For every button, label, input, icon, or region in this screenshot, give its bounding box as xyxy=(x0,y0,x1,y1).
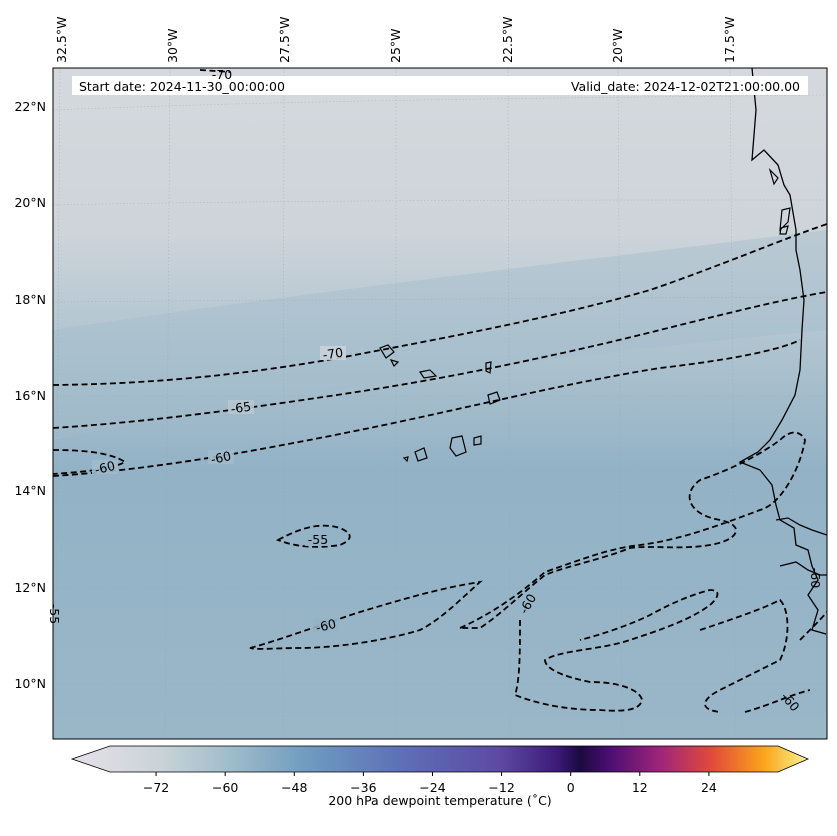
contour-60-south-f xyxy=(799,611,827,641)
africa-coastline xyxy=(738,68,827,635)
contour-label: -70 xyxy=(212,67,232,82)
contour-60-a xyxy=(53,339,801,477)
colorbar-body xyxy=(70,745,810,773)
canary-island xyxy=(779,207,791,232)
colorbar-tick-label: −12 xyxy=(488,780,514,795)
lat-label: 18°N xyxy=(14,292,46,307)
map-border xyxy=(52,67,828,740)
canary-island xyxy=(768,167,779,186)
contour-label: -60 xyxy=(209,448,232,467)
contour-label: -55 xyxy=(47,604,62,624)
map-field xyxy=(53,68,827,739)
cape-verde-island xyxy=(379,344,395,359)
colorbar-tick-label: −48 xyxy=(281,780,307,795)
contour-label: -60 xyxy=(808,568,823,588)
cape-verde-island xyxy=(487,391,501,405)
lat-label: 22°N xyxy=(14,99,46,114)
contour-60-south-b xyxy=(459,431,806,629)
lon-label: 20°W xyxy=(610,28,625,63)
lon-label: 32.5°W xyxy=(54,17,69,63)
contour-55 xyxy=(275,524,351,548)
contour-label: -60 xyxy=(314,616,337,636)
colorbar-tick-label: −72 xyxy=(143,780,169,795)
lon-label: 30°W xyxy=(165,28,180,63)
cape-verde-island xyxy=(389,359,400,368)
contour-60-south-c xyxy=(513,589,719,712)
colorbar-tick-label: −24 xyxy=(419,780,445,795)
lat-label: 16°N xyxy=(14,388,46,403)
contour-labels: -70 -65 -60 -60 -55 -60 -60 -60 -60 -55 … xyxy=(47,67,823,714)
cape-verde-island xyxy=(473,435,482,446)
colorbar-tick-label: 0 xyxy=(567,780,575,795)
contour-60-south-e xyxy=(744,689,811,713)
lon-label: 22.5°W xyxy=(500,17,515,63)
colorbar: −72 −60 −48 −36 −24 −12 0 12 24 200 hPa dewpoint… xyxy=(70,745,810,808)
colorbar-tick-label: 12 xyxy=(632,780,648,795)
date-banner xyxy=(72,76,808,95)
contour-label: -60 xyxy=(93,458,116,478)
cape-verde-island xyxy=(402,456,409,463)
gambia-coast xyxy=(775,517,827,536)
graticule xyxy=(53,68,827,739)
contour-60-south-d xyxy=(699,598,789,713)
lat-label: 20°N xyxy=(14,195,46,210)
colorbar-tick-label: 24 xyxy=(701,780,717,795)
contour-60-south-a xyxy=(249,580,483,650)
colorbar-label: 200 hPa dewpoint temperature (˚C) xyxy=(328,793,551,808)
cape-verde-island xyxy=(449,435,467,457)
contour-label: -70 xyxy=(322,345,344,363)
cape-verde-island xyxy=(414,447,428,462)
canary-island xyxy=(779,225,789,235)
lon-label: 17.5°W xyxy=(722,17,737,63)
colorbar-tick-label: −60 xyxy=(212,780,238,795)
lon-label: 25°W xyxy=(388,28,403,63)
cape-verde-island xyxy=(419,369,438,379)
contour-60-b xyxy=(53,449,127,475)
start-date: Start date: 2024-11-30_00:00:00 xyxy=(79,79,285,94)
colorbar-ticks: −72 −60 −48 −36 −24 −12 0 12 24 xyxy=(143,772,717,795)
lat-label: 10°N xyxy=(14,676,46,691)
colorbar-tick-label: −36 xyxy=(350,780,376,795)
lat-label: 14°N xyxy=(14,483,46,498)
contour-70 xyxy=(53,223,827,386)
lat-label: 12°N xyxy=(14,580,46,595)
contour-65 xyxy=(53,291,827,429)
guinea-coast xyxy=(779,561,827,576)
moist-band xyxy=(53,230,827,440)
valid-date: Valid_date: 2024-12-02T21:00:00.00 xyxy=(571,79,800,94)
contour-label: -55 xyxy=(308,532,328,547)
lon-label: 27.5°W xyxy=(277,17,292,63)
contour-70-north xyxy=(199,69,231,73)
contour-label: -65 xyxy=(230,399,252,417)
